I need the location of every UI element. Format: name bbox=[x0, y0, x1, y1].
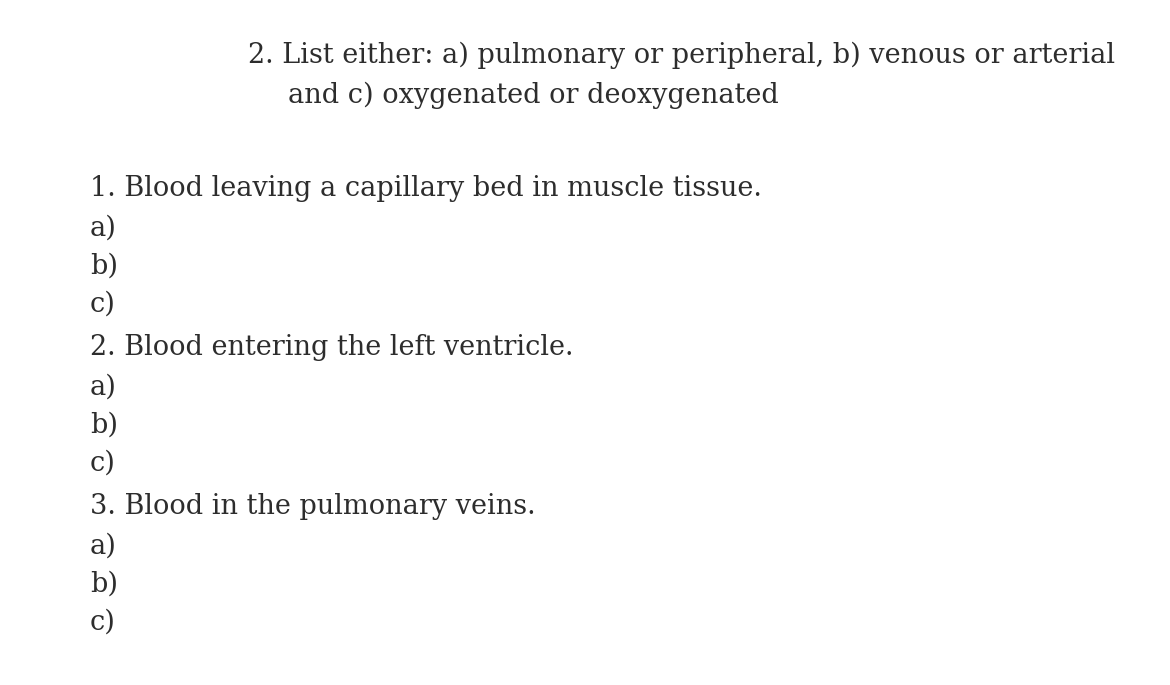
Text: a): a) bbox=[90, 533, 117, 560]
Text: 3. Blood in the pulmonary veins.: 3. Blood in the pulmonary veins. bbox=[90, 493, 536, 520]
Text: c): c) bbox=[90, 609, 116, 636]
Text: b): b) bbox=[90, 571, 118, 598]
Text: b): b) bbox=[90, 253, 118, 280]
Text: c): c) bbox=[90, 291, 116, 318]
Text: a): a) bbox=[90, 215, 117, 242]
Text: 1. Blood leaving a capillary bed in muscle tissue.: 1. Blood leaving a capillary bed in musc… bbox=[90, 175, 762, 202]
Text: a): a) bbox=[90, 374, 117, 401]
Text: and c) oxygenated or deoxygenated: and c) oxygenated or deoxygenated bbox=[288, 82, 779, 110]
Text: 2. List either: a) pulmonary or peripheral, b) venous or arterial: 2. List either: a) pulmonary or peripher… bbox=[248, 42, 1115, 69]
Text: c): c) bbox=[90, 450, 116, 477]
Text: b): b) bbox=[90, 412, 118, 439]
Text: 2. Blood entering the left ventricle.: 2. Blood entering the left ventricle. bbox=[90, 334, 573, 361]
